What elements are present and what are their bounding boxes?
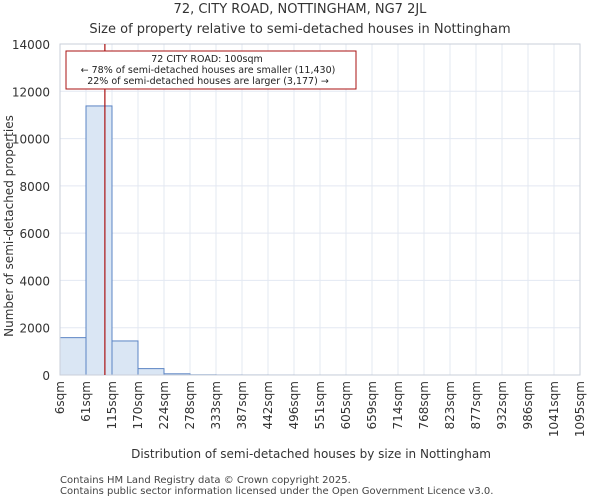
- x-tick-label-278sqm: 278sqm: [183, 381, 197, 429]
- chart-subtitle: Size of property relative to semi-detach…: [89, 22, 510, 37]
- y-tick-label-0: 0: [42, 369, 50, 383]
- x-tick-label-6sqm: 6sqm: [53, 381, 67, 414]
- y-axis-label: Number of semi-detached properties: [2, 115, 16, 337]
- bar-61sqm: [85, 105, 113, 376]
- footer-line-2: Contains public sector information licen…: [60, 486, 493, 497]
- annotation-line-2: ← 78% of semi-detached houses are smalle…: [81, 65, 336, 76]
- x-tick-label-1041sqm: 1041sqm: [547, 381, 561, 437]
- y-axis-ticks: 0 2000 4000 6000 8000 10000 12000 14000: [12, 38, 50, 383]
- x-tick-label-877sqm: 877sqm: [469, 381, 483, 429]
- x-tick-label-1095sqm: 1095sqm: [573, 381, 587, 437]
- y-tick-label-7: 14000: [12, 38, 50, 52]
- grid-lines: [59, 43, 581, 376]
- x-tick-label-170sqm: 170sqm: [131, 381, 145, 429]
- annotation-line-3: 22% of semi-detached houses are larger (…: [87, 76, 329, 87]
- x-tick-label-115sqm: 115sqm: [105, 381, 119, 429]
- x-tick-label-442sqm: 442sqm: [261, 381, 275, 429]
- x-axis-label: Distribution of semi-detached houses by …: [131, 447, 491, 461]
- y-tick-label-6: 12000: [12, 85, 50, 99]
- footer-line-1: Contains HM Land Registry data © Crown c…: [60, 475, 351, 486]
- x-tick-label-986sqm: 986sqm: [521, 381, 535, 429]
- x-tick-label-333sqm: 333sqm: [209, 381, 223, 429]
- x-tick-label-714sqm: 714sqm: [391, 381, 405, 429]
- x-axis-ticks: 6sqm 61sqm 115sqm 170sqm 224sqm 278sqm 333sqm 3…: [53, 381, 587, 437]
- x-tick-label-496sqm: 496sqm: [287, 381, 301, 429]
- y-tick-label-3: 6000: [19, 227, 50, 241]
- y-tick-label-4: 8000: [19, 180, 50, 194]
- bar-170sqm: [137, 368, 165, 376]
- y-tick-label-1: 2000: [19, 322, 50, 336]
- bar-115sqm: [111, 340, 139, 376]
- plot-frame: [59, 43, 581, 376]
- annotation-box: 72 CITY ROAD: 100sqm ← 78% of semi-detac…: [65, 50, 357, 90]
- bar-6sqm: [59, 337, 87, 376]
- x-tick-label-387sqm: 387sqm: [235, 381, 249, 429]
- x-tick-label-605sqm: 605sqm: [339, 381, 353, 429]
- y-tick-label-5: 10000: [12, 133, 50, 147]
- x-tick-label-61sqm: 61sqm: [79, 381, 93, 422]
- bars: [59, 105, 373, 376]
- x-tick-label-659sqm: 659sqm: [365, 381, 379, 429]
- x-tick-label-823sqm: 823sqm: [443, 381, 457, 429]
- chart-title: 72, CITY ROAD, NOTTINGHAM, NG7 2JL: [174, 2, 428, 17]
- y-tick-label-2: 4000: [19, 274, 50, 288]
- x-tick-label-224sqm: 224sqm: [157, 381, 171, 429]
- x-tick-label-932sqm: 932sqm: [495, 381, 509, 429]
- annotation-frame: [65, 50, 357, 90]
- x-tick-label-768sqm: 768sqm: [417, 381, 431, 429]
- annotation-line-1: 72 CITY ROAD: 100sqm: [151, 54, 262, 65]
- x-tick-label-551sqm: 551sqm: [313, 381, 327, 429]
